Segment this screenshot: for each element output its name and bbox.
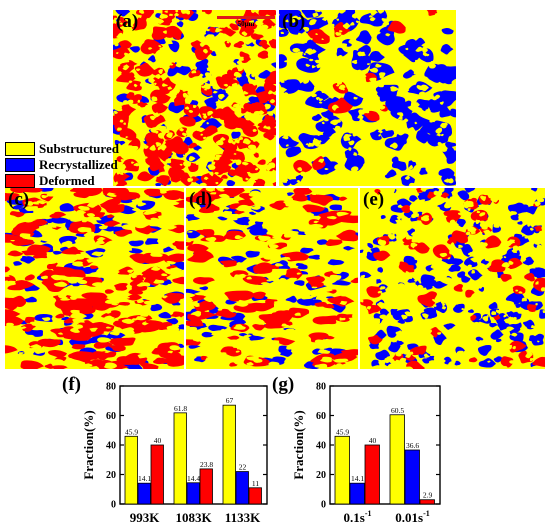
y-tick-label: 80 — [106, 382, 116, 393]
y-tick-label: 60 — [316, 411, 326, 422]
x-tick-label: 993K — [130, 510, 161, 525]
bar-recrystallized-0 — [137, 482, 151, 505]
y-tick-label: 0 — [111, 500, 116, 511]
bar-recrystallized-2 — [235, 471, 249, 505]
bar-recrystallized-1 — [404, 449, 420, 505]
bar-substructured-0 — [124, 435, 138, 505]
bar-deformed-0 — [150, 444, 164, 505]
legend-item-recrystallized: Recrystallized — [5, 157, 125, 173]
panel-label-c: (c) — [8, 189, 30, 210]
panel-d: (d) — [186, 188, 358, 369]
bar-substructured-0 — [334, 435, 350, 505]
chart-f: (f) 0 20 40 60 80 Fraction(%) 45.9 14.1 40 993K 61.… — [62, 372, 290, 531]
panel-c: (c) — [5, 188, 184, 369]
y-axis-label: Fraction(%) — [291, 410, 306, 479]
chart-label-f: (f) — [62, 374, 81, 395]
bar-recrystallized-0 — [349, 482, 365, 505]
bar-value-label: 36.6 — [406, 441, 419, 450]
bar-value-label: 22 — [239, 463, 247, 472]
legend-swatch-substructured — [5, 142, 35, 156]
phase-map-c — [5, 188, 184, 369]
chart-label-g: (g) — [272, 374, 294, 395]
y-axis-label: Fraction(%) — [81, 410, 96, 479]
x-tick-label: 0.01s-1 — [395, 509, 429, 525]
bar-deformed-1 — [199, 468, 213, 505]
panel-b: (b) — [279, 10, 456, 186]
y-tick-label: 40 — [316, 441, 326, 452]
bar-deformed-1 — [419, 499, 435, 505]
bar-value-label: 45.9 — [125, 427, 138, 436]
legend-label-deformed: Deformed — [39, 173, 95, 188]
bar-value-label: 14.1 — [351, 474, 364, 483]
panel-label-a: (a) — [116, 11, 139, 32]
legend-item-deformed: Deformed — [5, 173, 125, 189]
bar-value-label: 40 — [369, 436, 377, 445]
panel-a: (a) 50μm — [113, 10, 276, 186]
bar-substructured-1 — [173, 412, 187, 505]
legend-swatch-deformed — [5, 174, 35, 188]
bar-deformed-0 — [364, 444, 380, 505]
bar-value-label: 67 — [226, 396, 234, 405]
y-tick-label: 0 — [321, 500, 326, 511]
x-tick-label: 1133K — [225, 510, 261, 525]
y-tick-label: 20 — [316, 470, 326, 481]
panel-label-b: (b) — [282, 11, 306, 32]
legend-label-substructured: Substructured — [39, 141, 119, 156]
phase-map-a — [113, 10, 276, 186]
bar-value-label: 14.1 — [138, 474, 151, 483]
bar-value-label: 61.8 — [174, 404, 187, 413]
y-tick-label: 40 — [106, 441, 116, 452]
scale-bar-label: 50μm — [237, 20, 255, 28]
y-tick-label: 60 — [106, 411, 116, 422]
bar-value-label: 23.8 — [200, 460, 213, 469]
y-tick-label: 80 — [316, 382, 326, 393]
legend-swatch-recrystallized — [5, 158, 35, 172]
scale-bar-line — [217, 16, 275, 19]
bar-value-label: 40 — [154, 436, 162, 445]
phase-map-d — [186, 188, 358, 369]
panel-label-e: (e) — [363, 189, 385, 210]
legend-label-recrystallized: Recrystallized — [39, 157, 118, 172]
phase-map-b — [279, 10, 456, 186]
bar-value-label: 45.9 — [336, 427, 349, 436]
bar-value-label: 2.9 — [423, 491, 433, 500]
panel-label-d: (d) — [189, 189, 213, 210]
bar-value-label: 11 — [252, 479, 259, 488]
y-tick-label: 20 — [106, 470, 116, 481]
phase-map-e — [360, 188, 545, 369]
chart-g-svg: (g) 0 20 40 60 80 Fraction(%) 45.9 14.1 40 0.1s-1 6… — [272, 374, 441, 525]
panel-e: (e) — [360, 188, 545, 369]
scale-bar: 50μm — [217, 15, 275, 29]
bar-value-label: 14.4 — [187, 474, 200, 483]
bar-substructured-2 — [222, 404, 236, 505]
bar-substructured-1 — [389, 414, 405, 505]
chart-f-svg: (f) 0 20 40 60 80 Fraction(%) 45.9 14.1 40 993K 61.… — [62, 374, 268, 525]
bar-recrystallized-1 — [186, 482, 200, 505]
legend-item-substructured: Substructured — [5, 141, 125, 157]
bar-value-label: 60.5 — [391, 406, 404, 415]
bar-deformed-2 — [248, 487, 262, 505]
x-tick-label: 1083K — [175, 510, 212, 525]
x-tick-label: 0.1s-1 — [344, 509, 372, 525]
chart-g: (g) 0 20 40 60 80 Fraction(%) 45.9 14.1 40 0.1s-1 6… — [272, 372, 480, 531]
legend: Substructured Recrystallized Deformed — [5, 141, 125, 189]
